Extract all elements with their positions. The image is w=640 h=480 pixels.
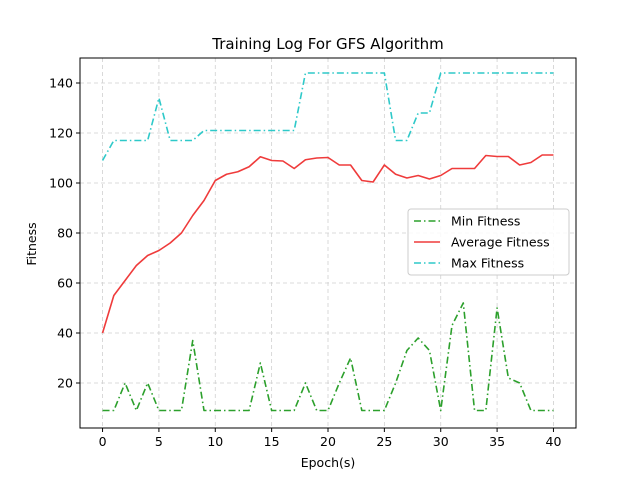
chart-title: Training Log For GFS Algorithm (211, 35, 443, 53)
x-tick-label-2: 10 (207, 434, 223, 449)
legend: Min Fitness Average Fitness Max Fitness (407, 208, 570, 276)
y-tick-label-2: 60 (57, 276, 73, 291)
y-tick-label-5: 120 (49, 126, 73, 141)
y-tick-label-3: 80 (57, 226, 73, 241)
y-tick-label-1: 40 (57, 326, 73, 341)
legend-label-0: Min Fitness (451, 214, 520, 229)
x-tick-label-0: 0 (99, 434, 107, 449)
x-tick-label-1: 5 (155, 434, 163, 449)
y-tick-label-6: 140 (49, 76, 73, 91)
legend-label-1: Average Fitness (451, 235, 550, 250)
x-tick-label-7: 35 (489, 434, 505, 449)
series-line-1 (101, 154, 554, 334)
x-tick-label-3: 15 (264, 434, 280, 449)
axis-ticks: 0 5 10 15 20 25 30 35 40 20 40 60 80 100 120 140 (49, 76, 561, 450)
x-tick-label-4: 20 (320, 434, 336, 449)
x-tick-label-5: 25 (376, 434, 392, 449)
series-line-0 (102, 302, 554, 412)
legend-box (407, 208, 570, 276)
x-tick-label-8: 40 (546, 434, 562, 449)
legend-label-2: Max Fitness (451, 256, 524, 271)
x-tick-label-6: 30 (433, 434, 449, 449)
y-tick-label-0: 20 (57, 376, 73, 391)
y-tick-label-4: 100 (49, 176, 73, 191)
series-group (101, 72, 554, 412)
x-axis-label: Epoch(s) (301, 455, 356, 470)
y-axis-label: Fitness (24, 222, 39, 265)
series-line-2 (101, 72, 554, 161)
